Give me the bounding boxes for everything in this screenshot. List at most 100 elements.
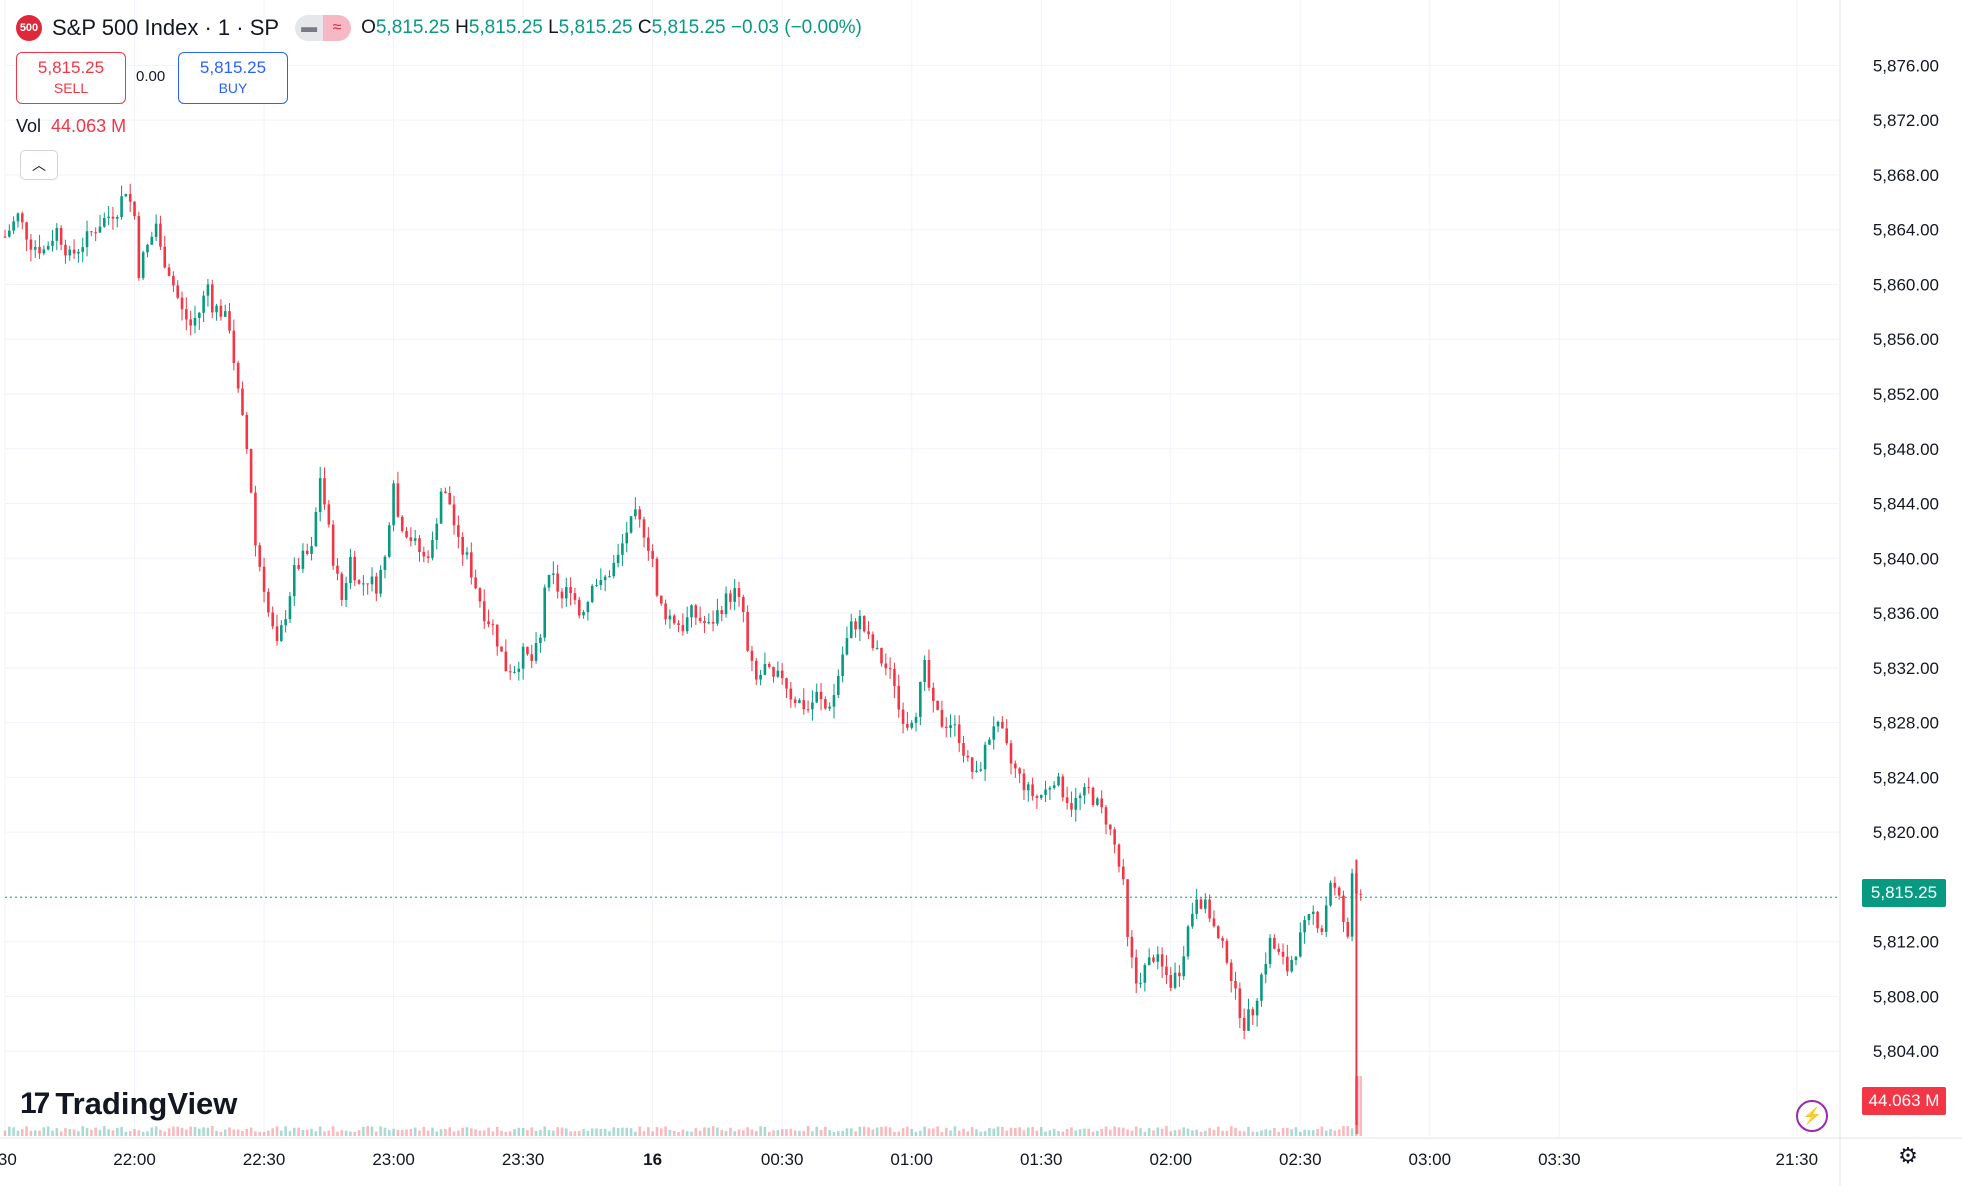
volume-bar <box>625 1127 629 1136</box>
candle-body <box>1307 914 1311 921</box>
visibility-toggles[interactable]: ▬ ≈ <box>295 15 352 41</box>
candle-body <box>798 700 801 704</box>
candle-body <box>880 647 883 664</box>
candle-body <box>452 504 456 526</box>
candle-body <box>552 573 555 575</box>
candle-body <box>983 744 987 770</box>
candle-body <box>124 194 128 197</box>
volume-bar <box>1342 1126 1345 1136</box>
y-tick-label: 5,832.00 <box>1873 659 1939 678</box>
volume-bar <box>1307 1130 1311 1136</box>
x-tick-label: 03:30 <box>1538 1150 1581 1169</box>
candle-body <box>1139 982 1142 984</box>
hide-icon[interactable]: ▬ <box>295 15 324 41</box>
candle-body <box>280 625 283 641</box>
candle-body <box>759 674 762 680</box>
volume-bar <box>811 1131 814 1136</box>
candle-body <box>681 625 685 632</box>
candle-body <box>25 222 28 240</box>
candle-body <box>267 591 270 613</box>
candle-body <box>776 670 780 677</box>
volume-bar <box>1290 1129 1293 1136</box>
candle-body <box>77 251 80 254</box>
sell-button[interactable]: 5,815.25 SELL <box>16 52 126 104</box>
symbol-badge[interactable]: 500 <box>16 15 42 41</box>
volume-bar <box>1191 1130 1194 1136</box>
volume-bar <box>120 1127 123 1136</box>
volume-bar <box>258 1131 262 1136</box>
candle-body <box>275 626 279 641</box>
candle-body <box>370 576 374 585</box>
volume-bar <box>659 1128 663 1136</box>
candle-body <box>742 596 745 612</box>
volume-bar <box>25 1126 28 1136</box>
price-axis[interactable]: 5,876.00 5,872.00 5,868.00 5,864.00 5,860.00… <box>1873 56 1939 1061</box>
volume-bar <box>720 1129 724 1136</box>
lightning-icon[interactable]: ⚡ <box>1796 1100 1828 1132</box>
candle-body <box>474 577 477 589</box>
chevron-up-icon[interactable]: ︿ <box>20 150 58 180</box>
candle-body <box>1169 975 1173 988</box>
buy-price: 5,815.25 <box>199 58 267 77</box>
volume-bar <box>517 1127 521 1136</box>
candle-body <box>599 580 603 586</box>
volume-bar <box>966 1131 970 1136</box>
volume-bar <box>962 1128 965 1136</box>
time-axis[interactable]: :30 22:00 22:30 23:00 23:30 16 00:30 01:00 01:30… <box>0 1150 1818 1169</box>
volume-bar <box>910 1128 914 1136</box>
candle-body <box>504 651 508 672</box>
candle-body <box>906 723 909 728</box>
candle-body <box>1126 879 1129 937</box>
volume-bar <box>448 1127 452 1136</box>
candle-body <box>206 284 210 296</box>
candle-body <box>12 221 15 231</box>
candle-body <box>500 646 503 652</box>
y-tick-label: 5,836.00 <box>1873 604 1939 623</box>
volume-bar <box>457 1130 460 1136</box>
candle-body <box>482 601 486 622</box>
volume-bar <box>1052 1128 1056 1136</box>
candle-body <box>1130 936 1134 958</box>
candle-body <box>621 543 624 555</box>
candle-body <box>189 319 192 326</box>
volume-bar <box>1039 1127 1043 1136</box>
volume-bar <box>867 1127 870 1136</box>
x-tick-label: 23:00 <box>372 1150 415 1169</box>
volume-bar <box>310 1128 313 1136</box>
candle-body <box>249 449 253 493</box>
candle-body <box>228 311 231 331</box>
candle-body <box>1147 957 1151 966</box>
candle-body <box>1182 956 1186 977</box>
candle-body <box>560 591 564 599</box>
settings-icon[interactable]: ⚙ <box>1898 1143 1918 1168</box>
volume-bar <box>46 1126 50 1136</box>
volume-bar <box>832 1131 836 1136</box>
candle-body <box>1100 798 1103 808</box>
volume-bar <box>1212 1129 1216 1136</box>
candle-body <box>651 550 654 559</box>
candle-body <box>318 478 322 512</box>
volume-bar <box>1014 1128 1017 1136</box>
candle-body <box>1225 940 1229 963</box>
volume-bar <box>189 1126 192 1136</box>
volume-bar <box>107 1129 110 1136</box>
symbol-title[interactable]: S&P 500 Index · 1 · SP <box>52 15 280 40</box>
candle-body <box>418 538 421 553</box>
volume-bar <box>1195 1129 1198 1136</box>
candle-body <box>487 621 490 625</box>
wave-icon[interactable]: ≈ <box>323 15 352 41</box>
volume-bar <box>888 1127 892 1136</box>
volume-bar <box>1070 1127 1073 1136</box>
candle-body <box>1290 960 1293 972</box>
volume-bar <box>996 1126 1000 1136</box>
buy-button[interactable]: 5,815.25 BUY <box>178 52 288 104</box>
candle-body <box>862 616 866 632</box>
volume-bar <box>642 1131 646 1136</box>
volume-bar <box>1044 1131 1047 1136</box>
candle-body <box>1001 721 1004 729</box>
volume-bar <box>159 1129 162 1136</box>
candle-body <box>914 716 918 723</box>
candle-body <box>409 537 413 541</box>
